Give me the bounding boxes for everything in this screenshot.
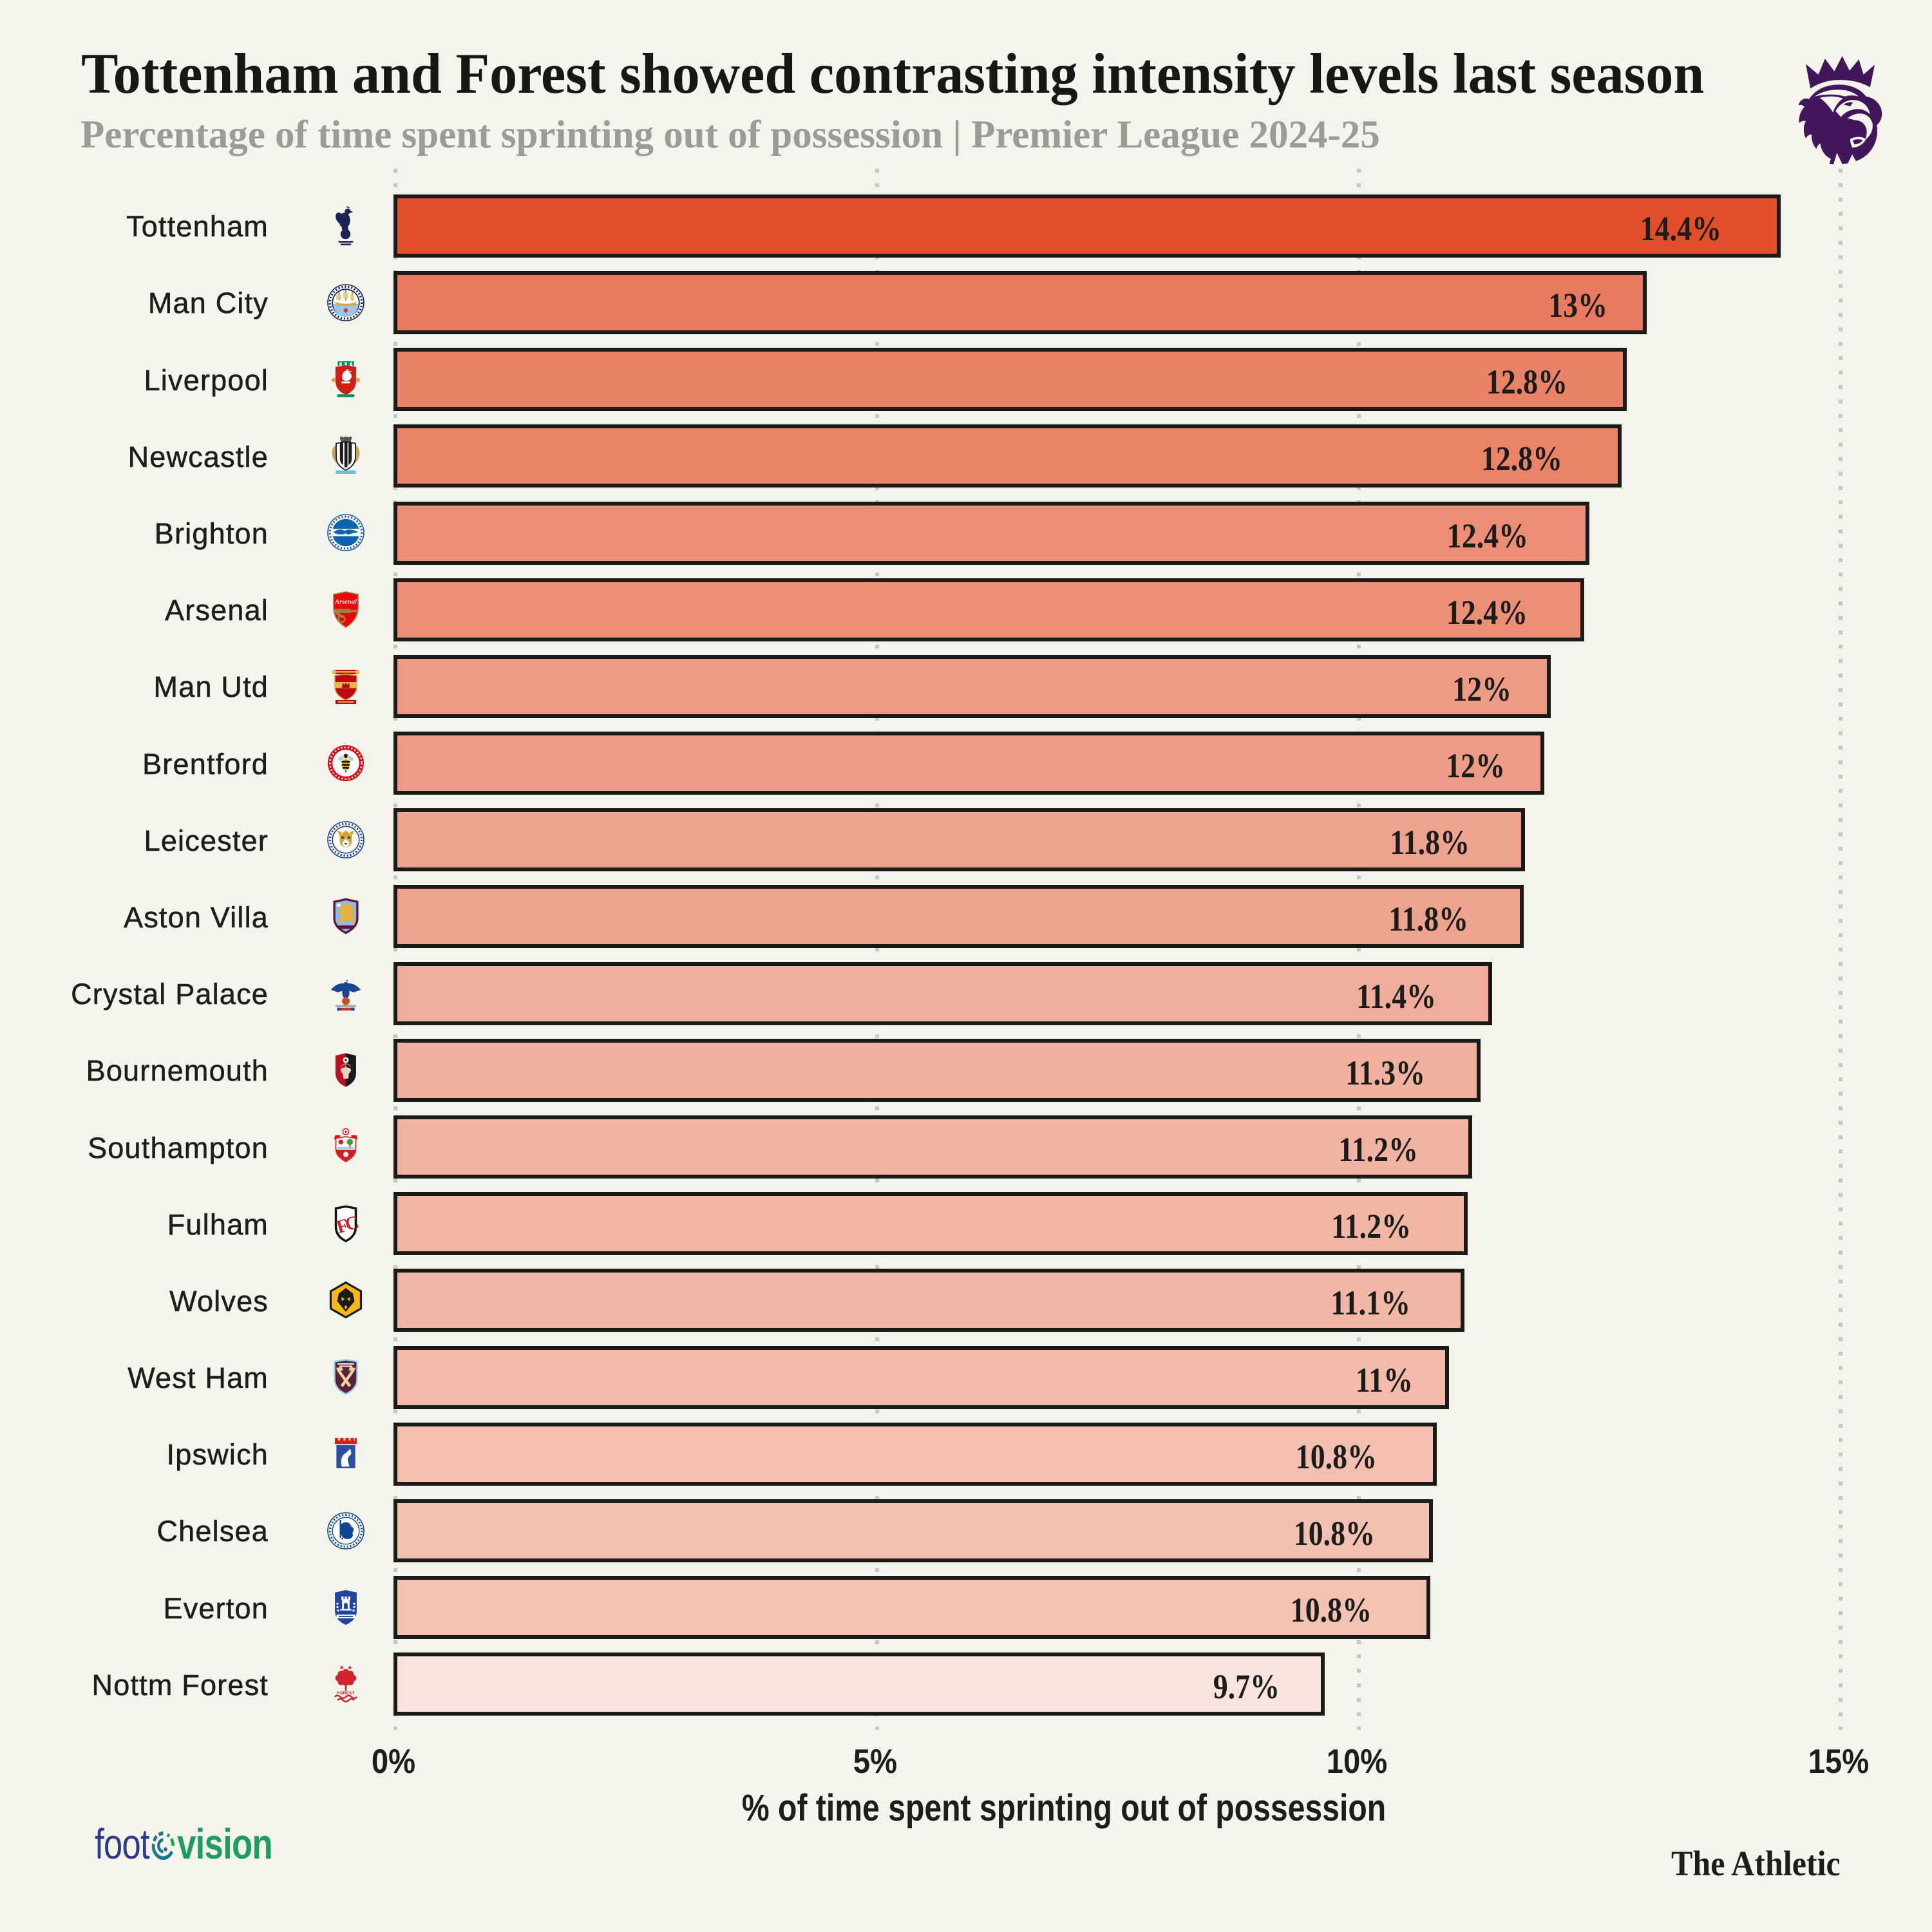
svg-text:Arsenal: Arsenal (334, 599, 357, 606)
svg-text:FOREST: FOREST (337, 1691, 355, 1696)
